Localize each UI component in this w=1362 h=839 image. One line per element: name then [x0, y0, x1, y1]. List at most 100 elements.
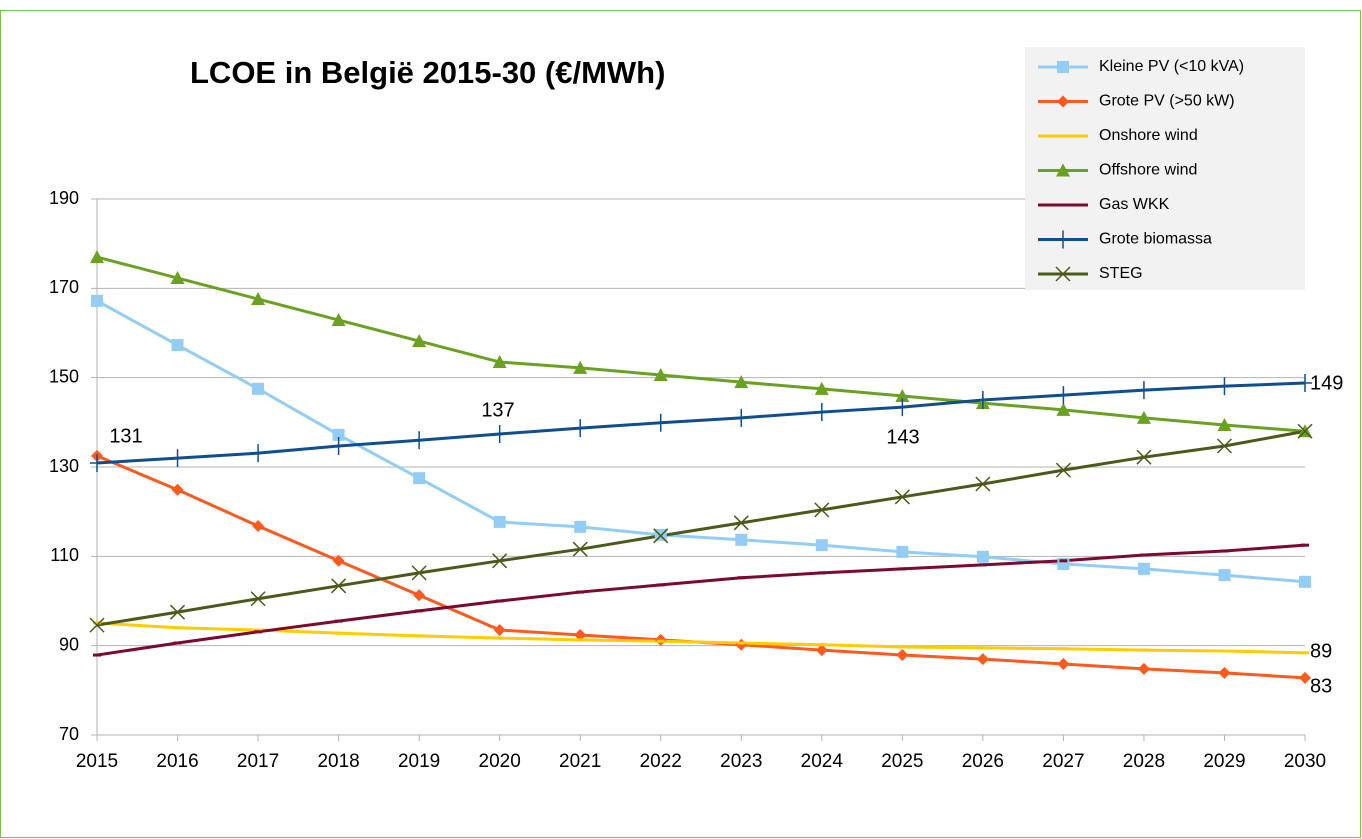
data-point: [814, 403, 829, 422]
data-point: [653, 367, 668, 381]
data-point: [1057, 657, 1070, 670]
data-point: [896, 545, 909, 558]
legend-label: Kleine PV (<10 kVA): [1099, 58, 1244, 75]
data-point: [573, 360, 588, 374]
data-point: [815, 644, 828, 657]
x-tick-label: 2021: [559, 751, 601, 772]
data-point: [250, 591, 266, 607]
data-point: [1136, 410, 1151, 424]
legend-marker: [1057, 95, 1069, 108]
x-tick-label: 2029: [1203, 751, 1245, 772]
data-point: [572, 541, 588, 557]
data-point: [331, 313, 346, 327]
y-tick-label: 70: [59, 724, 79, 744]
annotation: 149: [1310, 372, 1343, 394]
x-tick-label: 2023: [720, 751, 762, 772]
x-tick-label: 2026: [962, 751, 1004, 772]
data-point: [413, 589, 426, 602]
legend-label: Offshore wind: [1099, 162, 1197, 179]
data-point: [1137, 662, 1150, 675]
data-point: [573, 419, 588, 438]
data-point: [975, 391, 990, 409]
data-point: [252, 382, 265, 395]
data-point: [493, 624, 506, 637]
data-point: [171, 483, 184, 496]
data-point: [894, 489, 910, 505]
legend-label: Grote biomassa: [1099, 231, 1212, 248]
legend-marker: [1055, 266, 1071, 282]
x-tick-label: 2016: [156, 751, 198, 772]
data-point: [251, 444, 266, 463]
data-point: [814, 381, 829, 395]
data-point: [412, 334, 427, 348]
data-point: [976, 653, 989, 666]
data-point: [170, 604, 186, 620]
x-tick-label: 2019: [398, 751, 440, 772]
data-point: [412, 431, 427, 450]
series-line: [96, 255, 1306, 433]
data-point: [170, 449, 185, 468]
data-point: [331, 578, 347, 594]
data-point: [1216, 438, 1233, 454]
data-point: [1217, 418, 1232, 432]
annotation: 83: [1310, 675, 1332, 697]
legend-marker: [1057, 61, 1069, 73]
data-point: [1136, 449, 1152, 465]
data-point: [252, 519, 265, 532]
data-point: [251, 292, 266, 306]
annotation: 89: [1310, 640, 1332, 662]
data-point: [332, 428, 345, 441]
legend-label: Onshore wind: [1099, 127, 1198, 144]
data-point: [814, 502, 830, 518]
annotation: 131: [109, 425, 142, 447]
x-tick-label: 2028: [1123, 751, 1165, 772]
data-point: [653, 528, 669, 544]
legend-marker: [1056, 230, 1070, 249]
data-point: [574, 628, 587, 641]
legend-label: Grote PV (>50 kW): [1099, 93, 1235, 110]
series-line: [96, 543, 1306, 657]
data-point: [976, 550, 989, 563]
data-point: [975, 476, 991, 492]
y-tick-label: 110: [50, 545, 79, 565]
data-point: [1297, 423, 1313, 439]
data-point: [1056, 386, 1071, 405]
data-point: [1218, 666, 1231, 679]
y-tick-label: 90: [59, 634, 79, 654]
data-point: [895, 398, 910, 417]
data-point: [1298, 374, 1312, 393]
x-tick-label: 2027: [1042, 751, 1084, 772]
legend: Kleine PV (<10 kVA) Grote PV (>50 kW) Onsh…: [1025, 47, 1305, 290]
data-point: [733, 515, 749, 531]
x-tick-label: 2018: [317, 751, 359, 772]
data-point: [171, 339, 184, 352]
data-point: [413, 472, 426, 485]
data-point: [331, 437, 346, 456]
data-point: [1217, 377, 1232, 396]
data-point: [492, 424, 507, 443]
y-tick-label: 130: [49, 456, 79, 476]
data-point: [1218, 569, 1231, 582]
legend-label: Gas WKK: [1099, 196, 1170, 213]
series-line: [96, 429, 1306, 627]
data-point: [574, 520, 587, 533]
x-tick-label: 2025: [881, 751, 923, 772]
legend-marker: [1056, 163, 1070, 177]
series-line: [96, 381, 1306, 465]
data-point: [1299, 671, 1311, 684]
data-point: [895, 388, 910, 402]
data-point: [1056, 402, 1071, 416]
legend-box: [1025, 47, 1305, 290]
data-point: [1299, 575, 1311, 588]
data-point: [332, 554, 345, 567]
data-point: [815, 539, 828, 552]
chart-title: LCOE in België 2015-30 (€/MWh): [190, 55, 665, 90]
data-point: [735, 533, 748, 546]
x-tick-label: 2015: [76, 751, 118, 772]
data-point: [91, 294, 103, 307]
data-point: [411, 565, 427, 581]
data-point: [1137, 562, 1150, 575]
x-tick-label: 2022: [640, 751, 682, 772]
